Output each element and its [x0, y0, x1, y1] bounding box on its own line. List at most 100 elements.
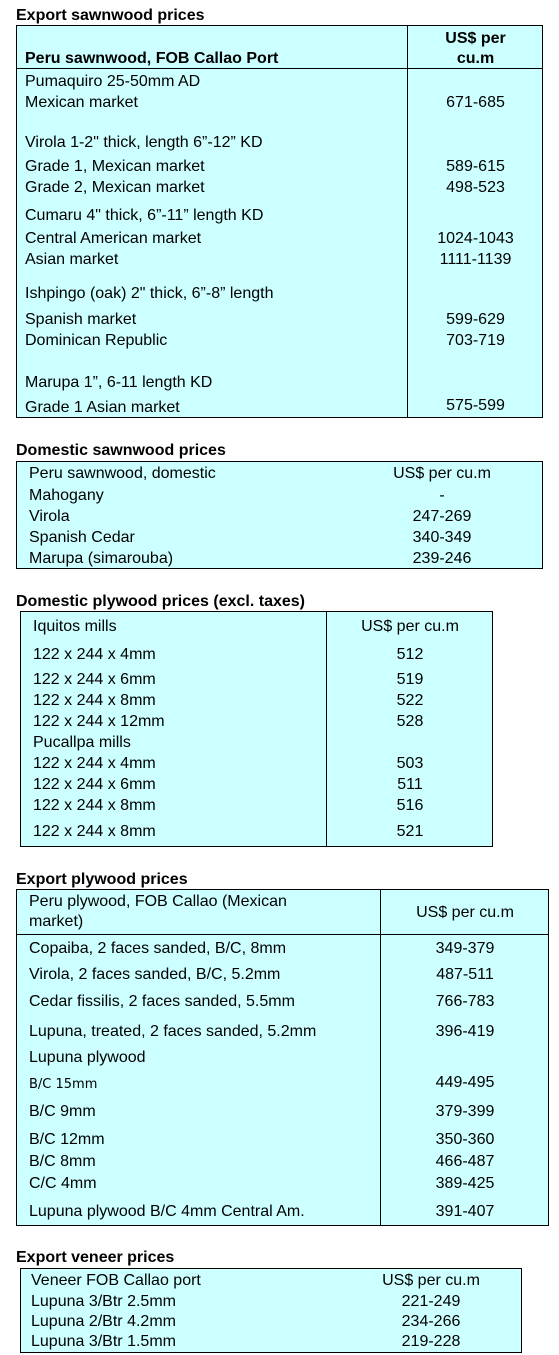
- table-row-label: B/C 15mm: [29, 1077, 98, 1092]
- table-row-label: Copaiba, 2 faces sanded, B/C, 8mm: [29, 940, 287, 957]
- table-row-label: Cedar fissilis, 2 faces sanded, 5.5mm: [29, 993, 295, 1010]
- table-row-label: Spanish market: [25, 311, 137, 328]
- table-row-value: 349-379: [435, 940, 495, 957]
- table-row-label: 122 x 244 x 4mm: [33, 755, 156, 772]
- table-row-value: 219-228: [401, 1333, 461, 1350]
- table-row-value: 391-407: [435, 1203, 495, 1220]
- table-row-label: Spanish Cedar: [29, 529, 135, 546]
- table-row-label: Virola: [29, 508, 70, 525]
- table-row-label: 122 x 244 x 4mm: [33, 646, 156, 663]
- table-row-value: 340-349: [412, 529, 472, 546]
- table-row-label: Lupuna 3/Btr 2.5mm: [31, 1293, 176, 1310]
- table-header-unit: US$ per cu.m: [416, 904, 514, 921]
- table-row-value: 589-615: [446, 158, 505, 175]
- table-row-label: B/C 8mm: [29, 1153, 96, 1170]
- export-plywood-heading: Export plywood prices: [16, 871, 188, 888]
- table-row-value: 449-495: [435, 1074, 495, 1091]
- table-row-label: Pumaquiro 25-50mm AD: [25, 73, 201, 90]
- table-row-label: Virola, 2 faces sanded, B/C, 5.2mm: [29, 966, 281, 983]
- table-header-label: market): [29, 913, 84, 930]
- table-row-label: Virola 1-2" thick, length 6”-12” KD: [25, 134, 263, 151]
- table-row-value: 234-266: [401, 1313, 461, 1330]
- table-header-label: Peru sawnwood, domestic: [29, 465, 216, 482]
- table-row-label: 122 x 244 x 8mm: [33, 797, 156, 814]
- table-header-label: Peru plywood, FOB Callao (Mexican: [29, 893, 287, 910]
- table-row-label: 122 x 244 x 6mm: [33, 671, 156, 688]
- column-divider: [380, 890, 381, 1225]
- table-row-value: 528: [396, 713, 424, 730]
- table-row-value: 396-419: [435, 1023, 495, 1040]
- table-row-label: Central American market: [25, 230, 202, 247]
- table-row-value: 522: [396, 692, 424, 709]
- table-row-value: 703-719: [446, 332, 505, 349]
- table-row-label: Ishpingo (oak) 2" thick, 6”-8” length: [25, 285, 274, 302]
- export-sawnwood-heading: Export sawnwood prices: [16, 7, 205, 24]
- export-veneer-table: Veneer FOB Callao port US$ per cu.m Lupu…: [20, 1268, 522, 1353]
- table-row-label: C/C 4mm: [29, 1175, 97, 1192]
- table-row-label: 122 x 244 x 6mm: [33, 776, 156, 793]
- table-row-label: Marupa 1”, 6-11 length KD: [25, 374, 213, 391]
- table-header-unit: US$ per cu.m: [361, 618, 459, 635]
- table-row-label: Dominican Republic: [25, 332, 168, 349]
- table-row-value: 498-523: [446, 179, 505, 196]
- table-row-label: Mahogany: [29, 487, 104, 504]
- column-divider: [407, 26, 408, 417]
- table-row-label: Cumaru 4" thick, 6”-11” length KD: [25, 207, 264, 224]
- table-row-label: 122 x 244 x 8mm: [33, 823, 156, 840]
- table-row-label: B/C 9mm: [29, 1103, 96, 1120]
- table-row-label: Mexican market: [25, 94, 138, 111]
- table-header-unit: cu.m: [456, 50, 495, 67]
- domestic-sawnwood-table: Peru sawnwood, domestic US$ per cu.m Mah…: [16, 461, 543, 569]
- export-veneer-heading: Export veneer prices: [16, 1249, 175, 1266]
- table-row-value: 350-360: [435, 1131, 495, 1148]
- table-row-value: -: [439, 487, 445, 504]
- header-divider: [17, 934, 548, 935]
- table-row-label: Lupuna plywood B/C 4mm Central Am.: [29, 1203, 305, 1220]
- table-row-value: 512: [396, 646, 424, 663]
- table-row-label: Lupuna 3/Btr 1.5mm: [31, 1333, 176, 1350]
- table-row-label: Grade 2, Mexican market: [25, 179, 205, 196]
- table-row-value: 379-399: [435, 1103, 495, 1120]
- table-row-value: 1024-1043: [437, 230, 514, 247]
- table-row-label: Pucallpa mills: [33, 734, 131, 751]
- table-row-label: Lupuna 2/Btr 4.2mm: [31, 1313, 176, 1330]
- table-row-label: Grade 1, Mexican market: [25, 158, 205, 175]
- table-row-label: 122 x 244 x 8mm: [33, 692, 156, 709]
- table-row-label: Asian market: [25, 251, 119, 268]
- domestic-plywood-table: Iquitos mills US$ per cu.m 122 x 244 x 4…: [20, 611, 493, 847]
- table-row-value: 599-629: [446, 311, 505, 328]
- table-header-unit: US$ per cu.m: [382, 1272, 480, 1289]
- export-sawnwood-table: Peru sawnwood, FOB Callao Port US$ per c…: [16, 25, 543, 418]
- table-row-label: 122 x 244 x 12mm: [33, 713, 165, 730]
- table-row-value: 766-783: [435, 993, 495, 1010]
- table-row-value: 466-487: [435, 1153, 495, 1170]
- table-row-value: 389-425: [435, 1175, 495, 1192]
- table-row-value: 247-269: [412, 508, 472, 525]
- table-row-label: Lupuna plywood: [29, 1049, 146, 1066]
- table-row-value: 1111-1139: [439, 251, 512, 268]
- table-row-value: 487-511: [436, 966, 494, 983]
- table-row-label: Marupa (simarouba): [29, 550, 174, 567]
- table-header-label: Peru sawnwood, FOB Callao Port: [25, 50, 279, 67]
- header-divider: [17, 68, 542, 69]
- table-row-value: 671-685: [446, 94, 505, 111]
- table-row-value: 516: [396, 797, 424, 814]
- table-row-value: 221-249: [401, 1293, 461, 1310]
- table-row-value: 575-599: [446, 397, 505, 414]
- table-row-value: 503: [396, 755, 424, 772]
- table-header-label: Veneer FOB Callao port: [31, 1272, 201, 1289]
- table-row-value: 511: [397, 776, 423, 793]
- domestic-sawnwood-heading: Domestic sawnwood prices: [16, 442, 226, 459]
- table-row-value: 239-246: [412, 550, 472, 567]
- table-row-value: 521: [396, 823, 424, 840]
- table-header-unit: US$ per cu.m: [393, 465, 491, 482]
- domestic-plywood-heading: Domestic plywood prices (excl. taxes): [16, 593, 305, 610]
- table-row-label: Lupuna, treated, 2 faces sanded, 5.2mm: [29, 1023, 317, 1040]
- column-divider: [326, 612, 327, 846]
- table-header-label: Iquitos mills: [33, 618, 117, 635]
- table-header-unit: US$ per: [445, 30, 506, 47]
- table-row-value: 519: [396, 671, 424, 688]
- table-row-label: Grade 1 Asian market: [25, 399, 180, 416]
- table-row-label: B/C 12mm: [29, 1131, 105, 1148]
- export-plywood-table: Peru plywood, FOB Callao (Mexican market…: [16, 889, 549, 1226]
